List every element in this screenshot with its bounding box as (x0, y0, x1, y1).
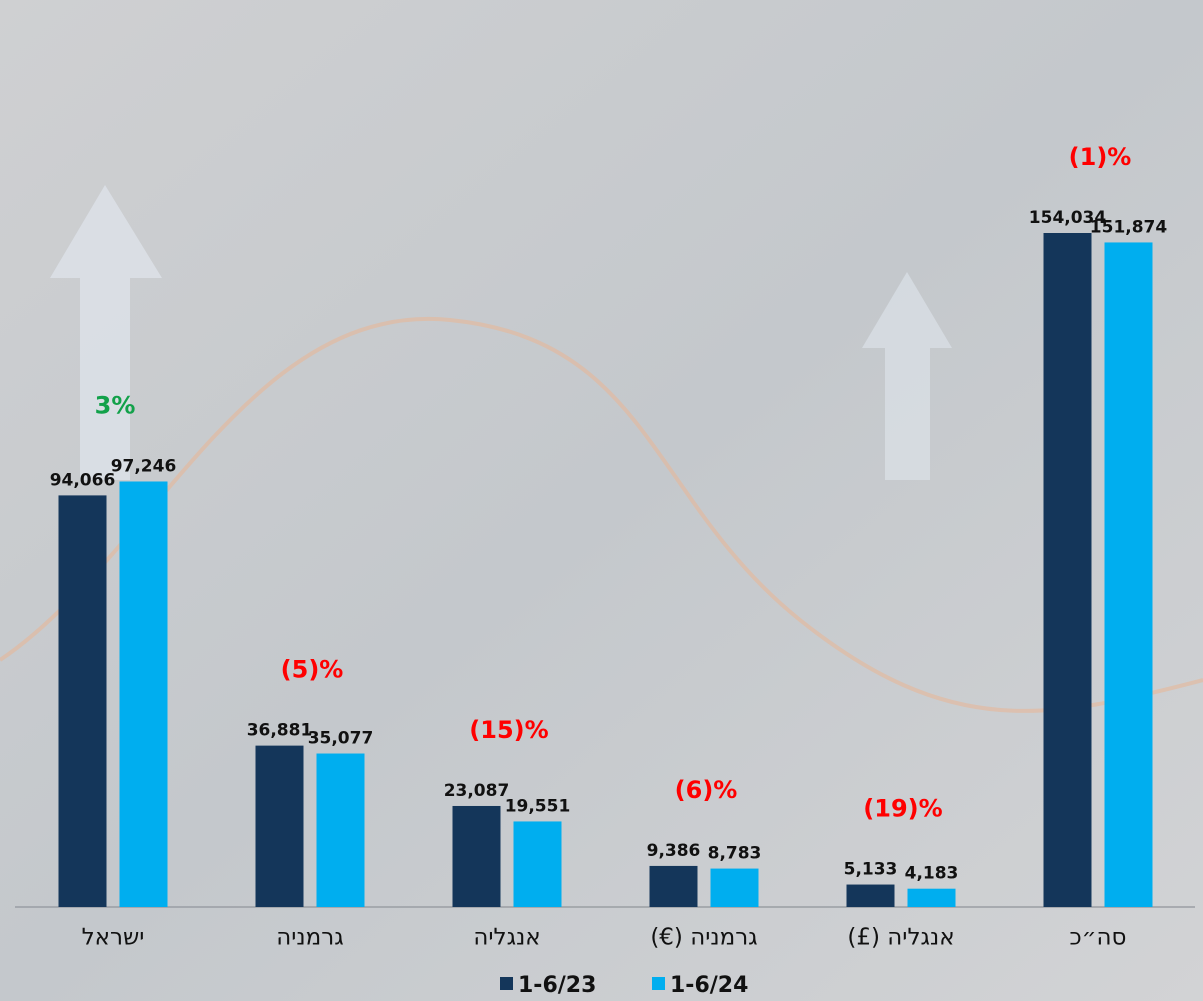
category-label: גרמניה (276, 925, 343, 951)
value-label: 5,133 (844, 860, 898, 880)
bar (316, 753, 365, 907)
value-label: 94,066 (50, 470, 116, 490)
value-label: 154,034 (1029, 208, 1107, 228)
value-label: 8,783 (708, 844, 762, 864)
legend-swatch (652, 977, 665, 990)
category-label: ישראל (82, 925, 145, 951)
category-label: אנגליה (£) (847, 925, 954, 951)
bar (907, 888, 956, 907)
bar (1043, 233, 1092, 907)
change-annotation: (1)% (1069, 143, 1132, 171)
decor-arrow (50, 185, 162, 480)
bar (710, 868, 759, 907)
change-annotation: (19)% (863, 795, 942, 823)
decor-curve (0, 316, 1203, 713)
category-label: אנגליה (473, 925, 540, 951)
legend-label: 1-6/23 (518, 973, 596, 998)
value-label: 4,183 (905, 864, 959, 884)
legend-swatch (500, 977, 513, 990)
value-label: 23,087 (444, 781, 510, 801)
category-label: סה״כ (1070, 925, 1127, 951)
value-label: 36,881 (247, 721, 313, 741)
bar (119, 481, 168, 907)
bar (58, 495, 107, 907)
category-label: גרמניה (€) (650, 925, 757, 951)
bar (513, 821, 562, 907)
bar (846, 884, 895, 907)
decor-arrow (862, 272, 952, 480)
bar (649, 865, 698, 907)
value-label: 9,386 (647, 841, 701, 861)
value-label: 151,874 (1090, 217, 1168, 237)
change-annotation: (5)% (281, 656, 344, 684)
value-label: 19,551 (505, 796, 571, 816)
change-annotation: 3% (95, 391, 136, 419)
value-label: 35,077 (308, 729, 374, 749)
legend-label: 1-6/24 (670, 973, 748, 998)
bar (452, 805, 501, 907)
change-annotation: (6)% (675, 776, 738, 804)
bar (1104, 242, 1153, 907)
bar (255, 745, 304, 907)
change-annotation: (15)% (469, 716, 548, 744)
value-label: 97,246 (111, 456, 177, 476)
